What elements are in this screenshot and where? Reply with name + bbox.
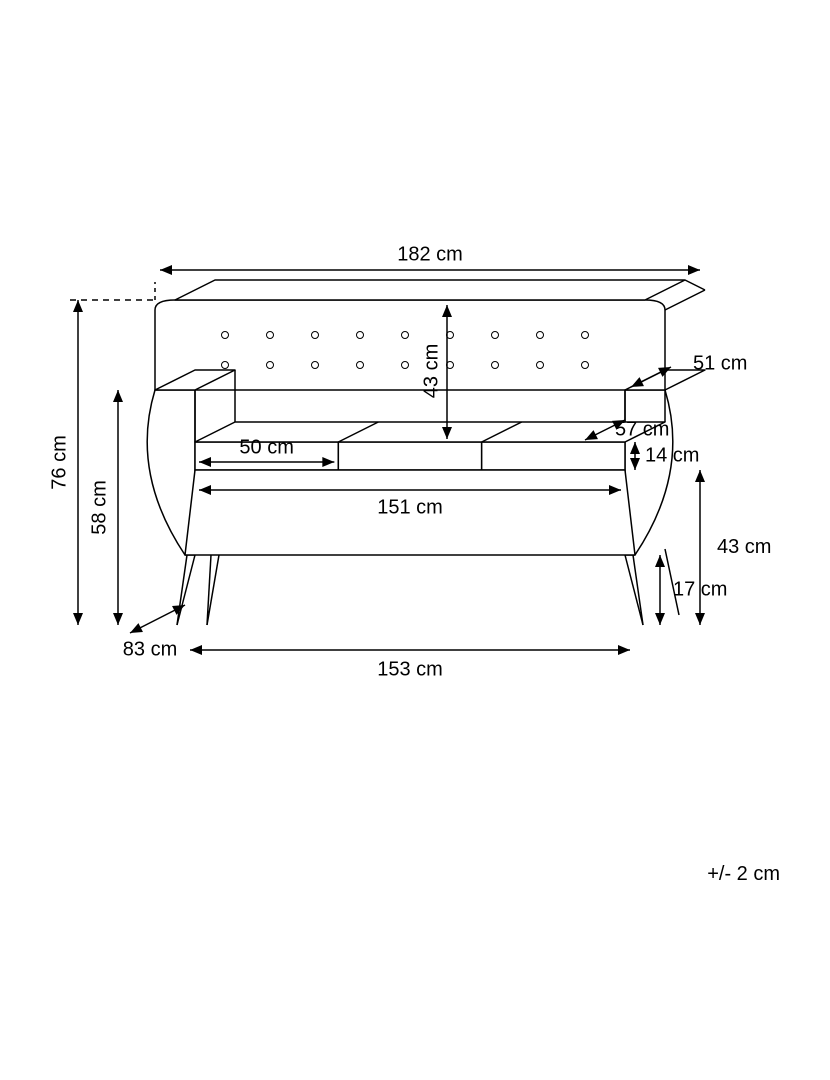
tuft-button [492, 362, 499, 369]
dim-floor-to-seat: 43 cm [717, 536, 771, 558]
dim-seat-depth: 57 cm [615, 418, 669, 440]
tuft-button [222, 332, 229, 339]
dim-cushion-h: 14 cm [645, 444, 699, 466]
dim-depth: 83 cm [123, 638, 177, 660]
tolerance-note: +/- 2 cm [707, 863, 780, 885]
dim-seat-height: 58 cm [88, 480, 110, 534]
dim-back-height: 43 cm [420, 344, 442, 398]
tuft-button [357, 332, 364, 339]
dim-arm-depth: 51 cm [693, 352, 747, 374]
tuft-button [402, 332, 409, 339]
dim-base-width: 153 cm [377, 658, 443, 680]
dim-seat-width: 151 cm [377, 496, 443, 518]
tuft-button [267, 362, 274, 369]
dim-total-height: 76 cm [48, 435, 70, 489]
dim-leg-clear: 17 cm [673, 578, 727, 600]
dimension-diagram: 182 cm 76 cm 58 cm 43 cm 51 cm 57 cm 50 cm 14 c… [0, 0, 830, 1080]
tuft-button [492, 332, 499, 339]
tuft-button [312, 362, 319, 369]
tuft-button [267, 332, 274, 339]
tuft-button [357, 362, 364, 369]
tuft-button [312, 332, 319, 339]
tuft-button [402, 362, 409, 369]
tuft-button [537, 332, 544, 339]
tuft-button [582, 362, 589, 369]
tuft-button [222, 362, 229, 369]
dim-total-width: 182 cm [397, 243, 463, 265]
dim-cushion-width: 50 cm [239, 436, 293, 458]
tuft-button [582, 332, 589, 339]
tuft-button [537, 362, 544, 369]
